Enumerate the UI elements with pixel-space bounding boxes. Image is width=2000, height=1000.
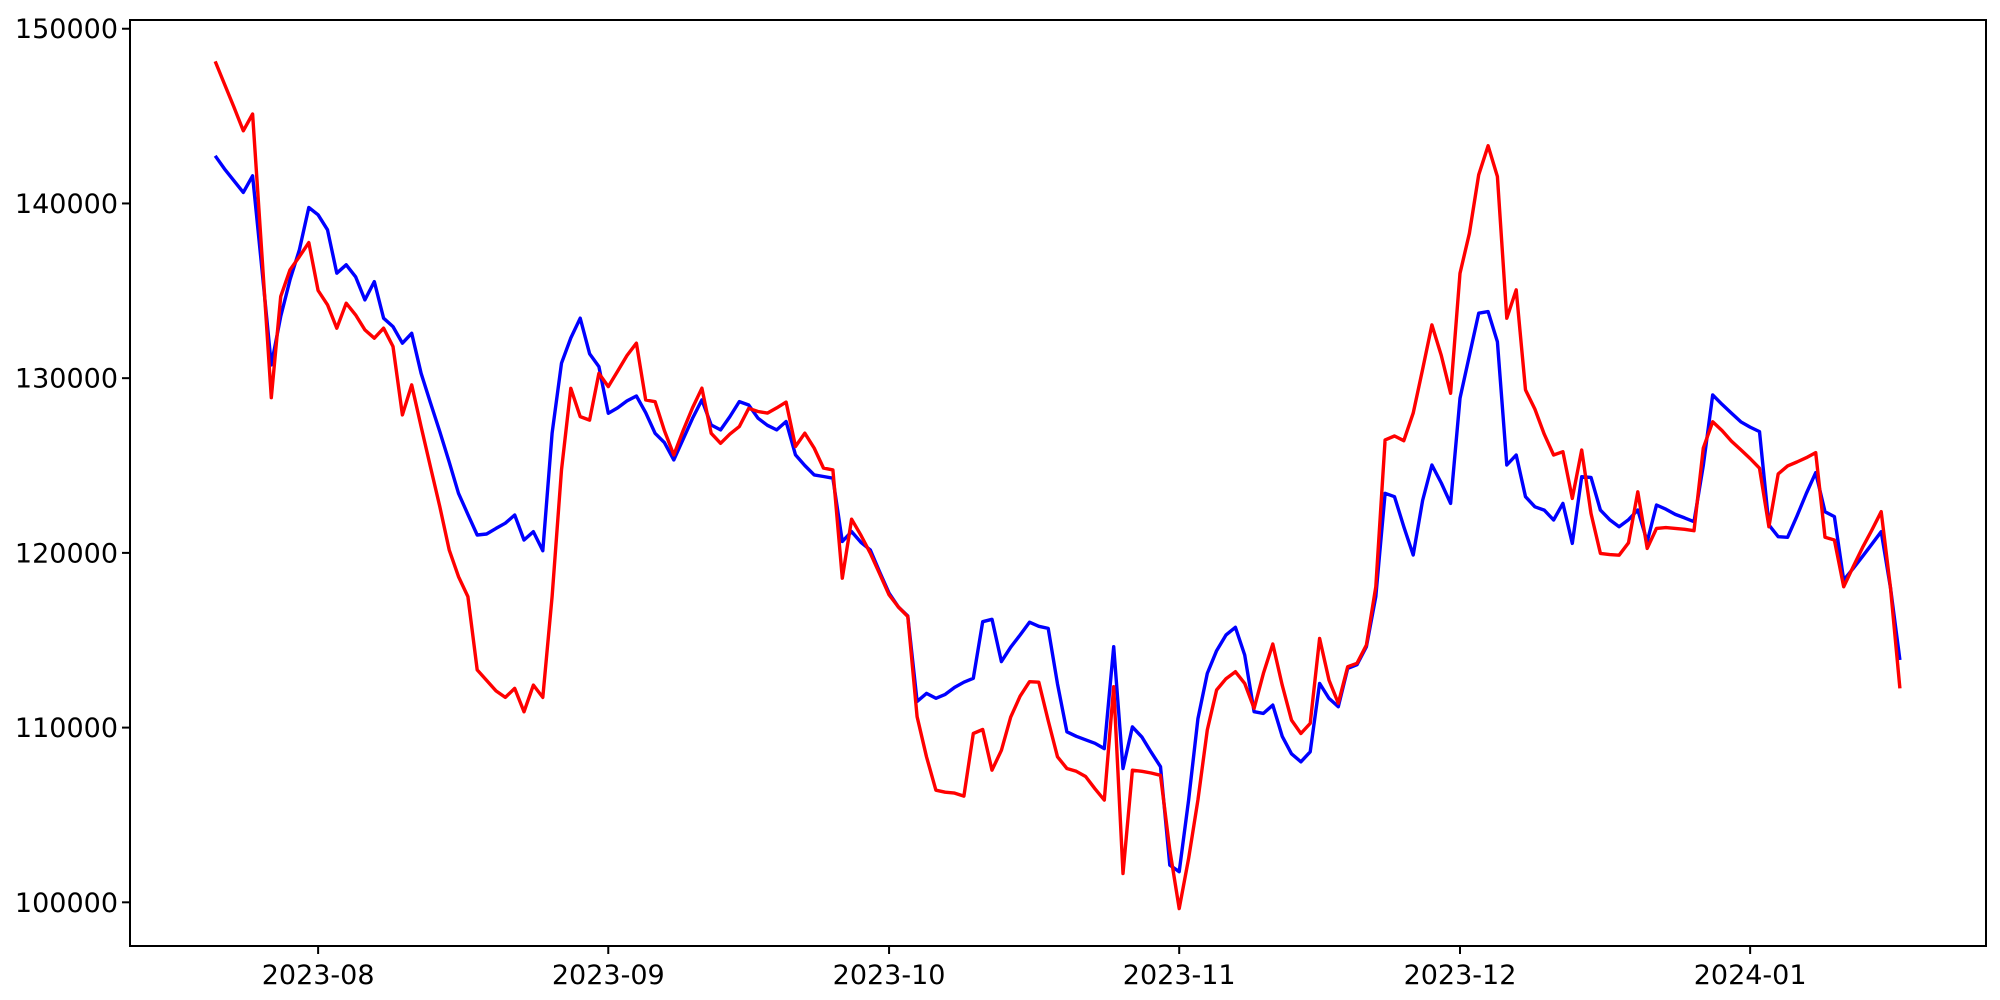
- x-tick-label: 2023-08: [262, 960, 375, 991]
- y-tick-label: 110000: [15, 713, 118, 744]
- x-tick-label: 2023-09: [552, 960, 665, 991]
- red-line: [213, 60, 1902, 911]
- x-tick-label: 2023-11: [1123, 960, 1236, 991]
- blue-line: [213, 154, 1902, 874]
- x-tick-label: 2023-10: [833, 960, 946, 991]
- y-tick-label: 130000: [15, 364, 118, 395]
- y-tick-label: 150000: [15, 14, 118, 45]
- y-tick-label: 120000: [15, 538, 118, 569]
- x-tick-label: 2024-01: [1694, 960, 1807, 991]
- y-tick-label: 140000: [15, 189, 118, 220]
- y-tick-label: 100000: [15, 888, 118, 919]
- plot-border: [129, 19, 1987, 947]
- x-tick-label: 2023-12: [1404, 960, 1517, 991]
